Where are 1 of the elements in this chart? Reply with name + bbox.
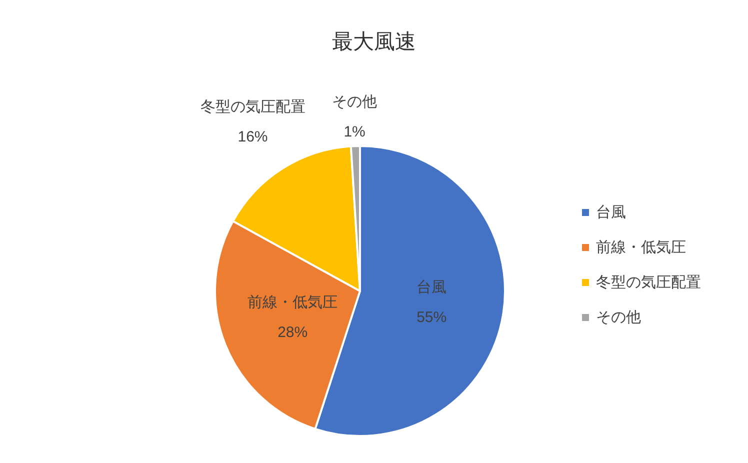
title: 最大風速 <box>332 30 416 54</box>
